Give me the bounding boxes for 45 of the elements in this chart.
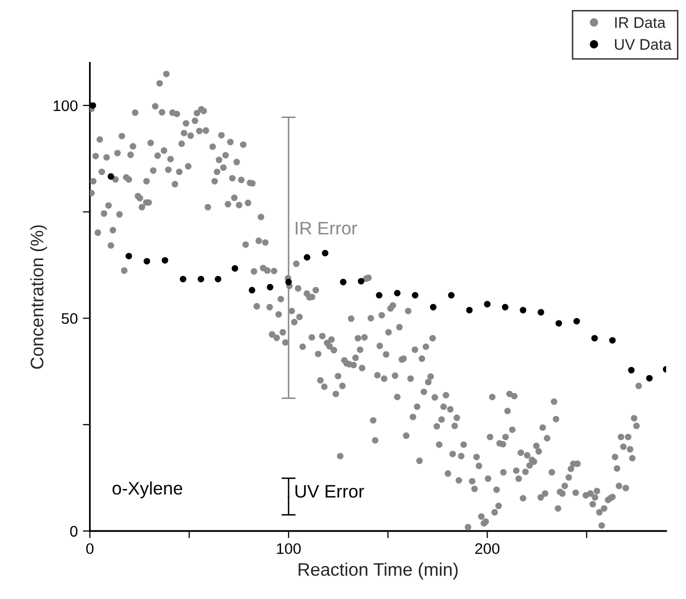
point xyxy=(556,320,562,327)
y-tick-label: 0 xyxy=(70,526,78,537)
x-tick-label: 100 xyxy=(276,543,301,554)
x-tick-label: 0 xyxy=(86,543,94,554)
point xyxy=(376,292,382,299)
point xyxy=(304,254,310,261)
point xyxy=(628,366,635,374)
point xyxy=(266,284,274,290)
point xyxy=(126,252,132,260)
point xyxy=(90,102,96,109)
point xyxy=(358,278,364,284)
x-axis-title: Reaction Time (min) xyxy=(298,562,458,580)
point xyxy=(466,306,473,314)
series-label: IR Error xyxy=(296,222,358,235)
point xyxy=(591,334,598,342)
point xyxy=(285,278,292,286)
legend-label: IR Data xyxy=(615,17,666,28)
point xyxy=(180,276,186,282)
point xyxy=(340,278,346,286)
point xyxy=(412,292,418,299)
point xyxy=(609,337,616,344)
point xyxy=(573,318,580,324)
point xyxy=(502,304,508,310)
point xyxy=(520,306,526,314)
y-tick-label: 100 xyxy=(54,100,78,112)
x-tick-label: 200 xyxy=(475,543,500,554)
point xyxy=(248,286,256,294)
point xyxy=(484,300,491,308)
point xyxy=(430,304,436,310)
point xyxy=(162,257,168,264)
y-axis-title: Concentration (%) xyxy=(30,225,48,369)
point xyxy=(108,173,114,180)
point xyxy=(538,309,544,316)
series-label: UV Error xyxy=(296,485,364,498)
legend-label: UV Data xyxy=(615,39,672,50)
point xyxy=(144,258,150,264)
y-tick-label: 50 xyxy=(62,313,78,324)
point xyxy=(448,292,455,299)
point xyxy=(646,374,653,382)
point xyxy=(232,265,238,272)
point xyxy=(198,276,204,282)
point xyxy=(322,250,328,256)
point xyxy=(214,276,222,282)
annotation: o-Xylene xyxy=(112,481,182,498)
point xyxy=(394,290,401,296)
